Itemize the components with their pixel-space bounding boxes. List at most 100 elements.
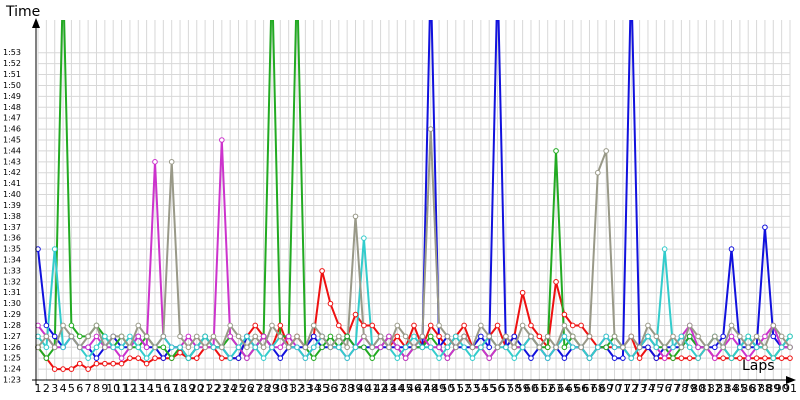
x-tick-label: 89 [766,382,780,395]
data-point [93,333,100,340]
y-tick-label: 1:50 [3,81,21,90]
data-point [511,355,518,361]
y-tick-label: 1:30 [3,299,21,308]
x-tick-label: 73 [633,382,647,395]
data-point [519,289,526,296]
x-tick-label: 60 [524,382,538,395]
y-tick-label: 1:37 [3,223,21,232]
x-tick-label: 27 [248,382,262,395]
data-point [361,235,367,241]
x-tick-label: 40 [357,382,371,395]
x-tick-label: 18 [173,382,187,395]
data-point [102,333,108,340]
data-point [611,355,618,361]
data-point [762,355,768,361]
x-tick-label: 61 [532,382,546,395]
data-point [770,322,777,329]
y-tick-label: 1:26 [3,343,21,352]
data-point [595,169,601,176]
data-point [244,355,250,361]
data-point [469,355,476,361]
data-point [603,333,609,340]
data-point [185,344,192,351]
data-point [578,344,584,351]
x-tick-label: 13 [131,382,145,395]
x-tick-label: 15 [148,382,162,395]
data-point [661,246,668,252]
data-point [712,355,718,361]
data-point [193,333,200,340]
x-tick-label: 42 [374,382,388,395]
data-point [561,355,568,361]
x-tick-label: 25 [232,382,246,395]
x-tick-label: 85 [733,382,747,395]
data-point [193,355,200,361]
y-tick-label: 1:32 [3,277,21,286]
data-point [127,355,133,361]
x-tick-label: 64 [557,382,571,395]
data-point [461,322,467,329]
x-tick-label: 17 [165,382,179,395]
data-point [586,333,593,340]
data-point [135,322,142,329]
x-tick-label: 28 [257,382,271,395]
x-tick-label: 47 [415,382,429,395]
data-point [787,355,793,361]
x-tick-label: 91 [783,382,797,395]
y-tick-label: 1:49 [3,92,21,101]
data-point [110,333,116,340]
data-point [260,333,267,340]
data-point [76,333,83,340]
x-tick-label: 58 [507,382,521,395]
data-point [60,366,66,372]
data-point [143,360,150,367]
data-point [436,333,442,340]
data-point [310,333,317,340]
data-point [762,333,768,340]
x-axis-title: Laps [742,358,775,374]
x-tick-label: 26 [240,382,254,395]
x-tick-label: 82 [708,382,722,395]
data-point [277,333,284,340]
data-point [336,344,342,351]
data-point [670,344,676,351]
data-point [469,344,476,351]
data-point [93,360,100,367]
data-point [269,322,275,329]
data-point [177,344,183,351]
x-tick-label: 5 [68,382,75,395]
x-tick-label: 68 [591,382,605,395]
data-point [444,355,451,361]
data-point [645,322,651,329]
data-point [753,355,760,361]
data-point [285,333,292,340]
data-point [152,159,158,165]
data-point [787,344,793,351]
data-point [85,333,91,340]
data-point [703,344,710,351]
data-point [653,344,660,351]
data-point [160,333,167,340]
data-point [452,333,459,340]
data-point [310,322,317,329]
data-point [51,366,58,372]
x-tick-label: 71 [616,382,630,395]
data-point [227,355,233,361]
data-point [427,333,434,340]
data-point [686,344,693,351]
data-point [252,344,259,351]
data-point [536,333,543,340]
data-point [277,322,284,329]
data-point [177,349,183,356]
data-point [486,344,493,351]
x-tick-label: 78 [674,382,688,395]
data-point [260,344,267,351]
x-tick-label: 1 [35,382,42,395]
x-tick-label: 43 [382,382,396,395]
x-tick-label: 52 [457,382,471,395]
data-point [603,344,609,351]
x-tick-label: 23 [215,382,229,395]
data-point [160,344,167,351]
data-point [294,344,300,351]
